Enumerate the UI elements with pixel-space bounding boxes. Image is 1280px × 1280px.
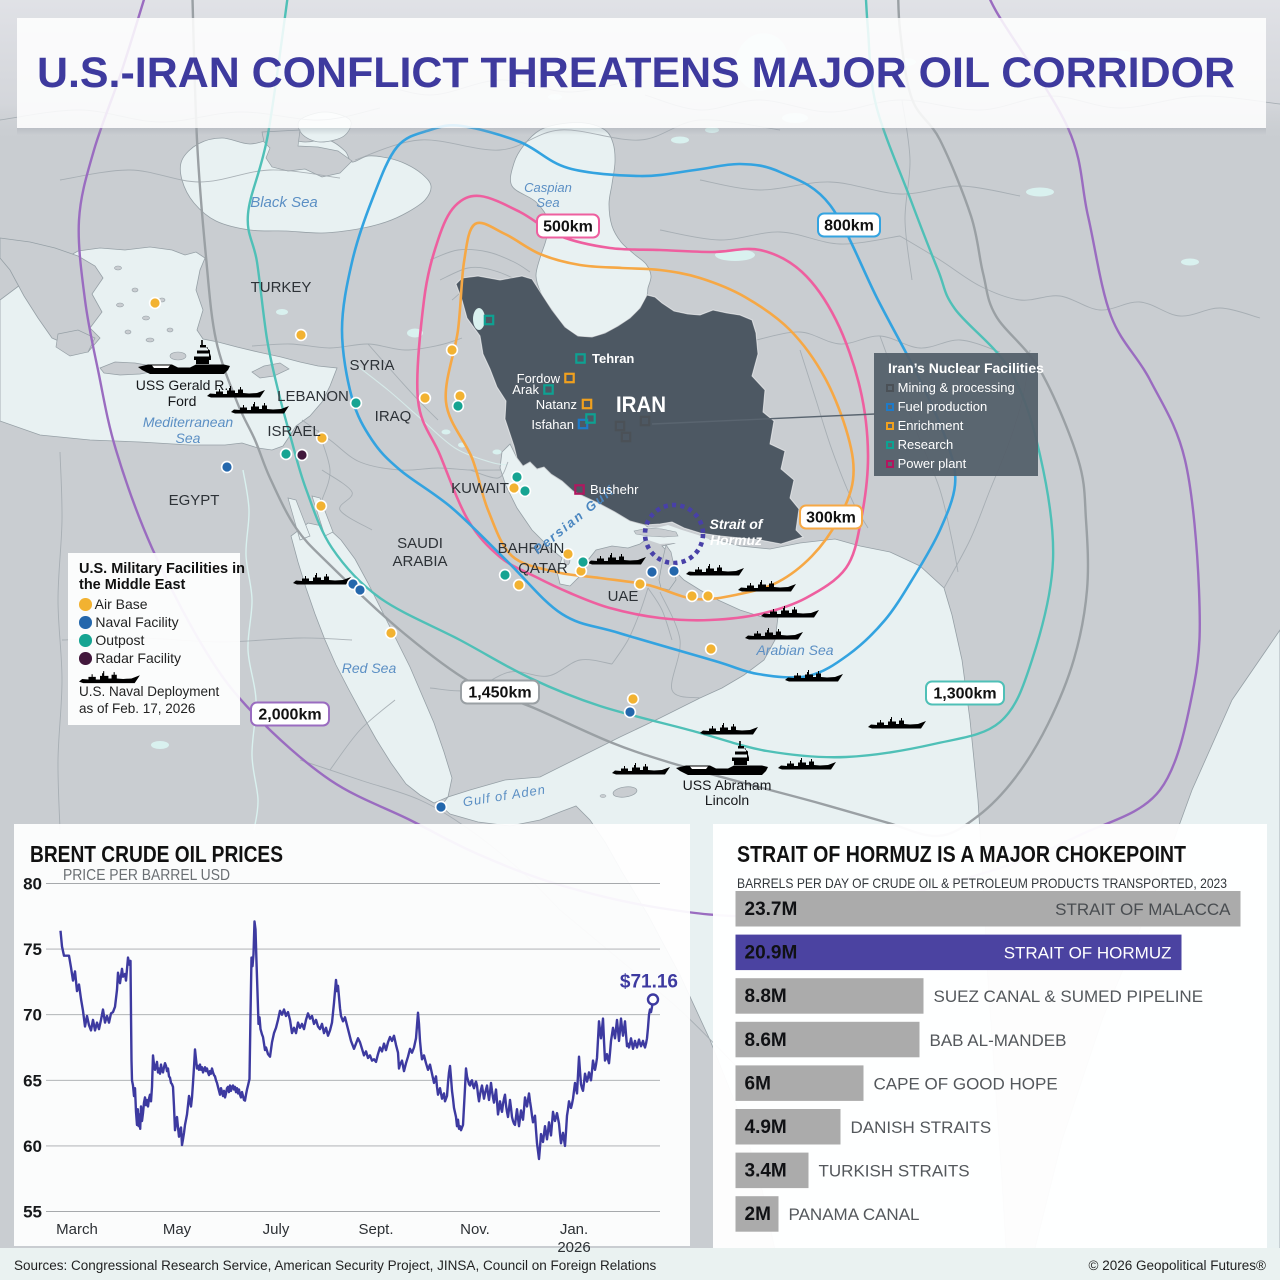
svg-text:3.4M: 3.4M <box>745 1161 787 1182</box>
svg-text:USS Abraham: USS Abraham <box>683 777 772 793</box>
svg-text:LEBANON: LEBANON <box>277 388 349 405</box>
svg-text:Sources: Congressional Researc: Sources: Congressional Research Service,… <box>14 1258 657 1273</box>
svg-text:2026: 2026 <box>557 1239 590 1256</box>
svg-text:BARRELS PER DAY OF CRUDE OIL &: BARRELS PER DAY OF CRUDE OIL & PETROLEUM… <box>737 875 1227 891</box>
svg-text:KUWAIT: KUWAIT <box>451 480 509 497</box>
svg-text:July: July <box>263 1221 290 1238</box>
svg-text:SUEZ CANAL & SUMED PIPELINE: SUEZ CANAL & SUMED PIPELINE <box>934 987 1204 1006</box>
svg-text:Mediterranean: Mediterranean <box>143 414 233 430</box>
svg-text:BAHRAIN: BAHRAIN <box>498 540 565 557</box>
svg-text:1,450km: 1,450km <box>468 685 531 702</box>
svg-text:May: May <box>163 1221 192 1238</box>
svg-text:IRAN: IRAN <box>616 392 666 417</box>
svg-text:Hormuz: Hormuz <box>710 532 762 548</box>
svg-text:Jan.: Jan. <box>560 1221 588 1238</box>
svg-text:80: 80 <box>23 875 42 894</box>
svg-text:8.8M: 8.8M <box>745 986 787 1007</box>
svg-text:CAPE OF GOOD HOPE: CAPE OF GOOD HOPE <box>874 1074 1058 1093</box>
svg-text:IRAQ: IRAQ <box>375 408 412 425</box>
svg-text:PRICE PER BARREL USD: PRICE PER BARREL USD <box>63 867 230 884</box>
svg-text:STRAIT OF HORMUZ: STRAIT OF HORMUZ <box>1004 944 1172 963</box>
svg-text:Arak: Arak <box>512 382 539 397</box>
svg-text:4.9M: 4.9M <box>745 1117 787 1138</box>
svg-text:Bushehr: Bushehr <box>590 482 639 497</box>
svg-text:Caspian: Caspian <box>524 180 572 195</box>
svg-text:70: 70 <box>23 1006 42 1025</box>
svg-text:ARABIA: ARABIA <box>392 553 447 570</box>
svg-text:23.7M: 23.7M <box>745 899 798 920</box>
svg-text:© 2026 Geopolitical Futures®: © 2026 Geopolitical Futures® <box>1089 1258 1267 1273</box>
svg-text:Isfahan: Isfahan <box>531 417 574 432</box>
svg-text:SAUDI: SAUDI <box>397 535 443 552</box>
svg-text:Fordow: Fordow <box>517 371 561 386</box>
svg-text:DANISH STRAITS: DANISH STRAITS <box>851 1118 992 1137</box>
svg-text:2M: 2M <box>745 1204 771 1225</box>
svg-text:300km: 300km <box>806 510 856 527</box>
svg-text:55: 55 <box>23 1203 42 1222</box>
svg-text:2,000km: 2,000km <box>258 707 321 724</box>
svg-text:STRAIT OF HORMUZ IS A MAJOR CH: STRAIT OF HORMUZ IS A MAJOR CHOKEPOINT <box>737 841 1186 867</box>
svg-text:Strait of: Strait of <box>710 516 764 532</box>
svg-text:75: 75 <box>23 940 42 959</box>
svg-text:$71.16: $71.16 <box>620 972 678 993</box>
svg-text:20.9M: 20.9M <box>745 943 798 964</box>
svg-text:800km: 800km <box>824 218 874 235</box>
svg-text:PANAMA CANAL: PANAMA CANAL <box>789 1205 920 1224</box>
svg-text:U.S.-IRAN CONFLICT THREATENS M: U.S.-IRAN CONFLICT THREATENS MAJOR OIL C… <box>37 50 1235 97</box>
svg-text:500km: 500km <box>543 219 593 236</box>
svg-text:60: 60 <box>23 1137 42 1156</box>
svg-text:Black Sea: Black Sea <box>250 194 318 211</box>
svg-text:TURKISH STRAITS: TURKISH STRAITS <box>819 1162 970 1181</box>
svg-text:Sea: Sea <box>176 430 201 446</box>
svg-text:8.6M: 8.6M <box>745 1030 787 1051</box>
svg-text:SYRIA: SYRIA <box>349 357 394 374</box>
svg-text:Lincoln: Lincoln <box>705 792 749 808</box>
svg-text:March: March <box>56 1221 98 1238</box>
svg-text:65: 65 <box>23 1071 42 1090</box>
svg-text:Ford: Ford <box>168 393 197 409</box>
svg-text:6M: 6M <box>745 1073 771 1094</box>
svg-text:Sept.: Sept. <box>358 1221 393 1238</box>
svg-text:UAE: UAE <box>608 588 639 605</box>
svg-text:1,300km: 1,300km <box>933 686 996 703</box>
svg-text:Sea: Sea <box>536 195 559 210</box>
svg-text:EGYPT: EGYPT <box>169 492 220 509</box>
svg-text:BRENT CRUDE OIL PRICES: BRENT CRUDE OIL PRICES <box>30 841 283 867</box>
svg-text:Red Sea: Red Sea <box>342 660 397 676</box>
svg-text:Nov.: Nov. <box>460 1221 490 1238</box>
svg-text:ISRAEL: ISRAEL <box>267 423 320 440</box>
svg-text:TURKEY: TURKEY <box>251 279 312 296</box>
svg-text:BAB AL-MANDEB: BAB AL-MANDEB <box>930 1031 1067 1050</box>
svg-text:STRAIT OF MALACCA: STRAIT OF MALACCA <box>1055 900 1231 919</box>
svg-text:USS Gerald R.: USS Gerald R. <box>136 377 229 393</box>
svg-text:Natanz: Natanz <box>536 397 577 412</box>
svg-text:QATAR: QATAR <box>518 560 568 577</box>
svg-text:Tehran: Tehran <box>592 351 634 366</box>
svg-text:Arabian Sea: Arabian Sea <box>755 642 833 658</box>
